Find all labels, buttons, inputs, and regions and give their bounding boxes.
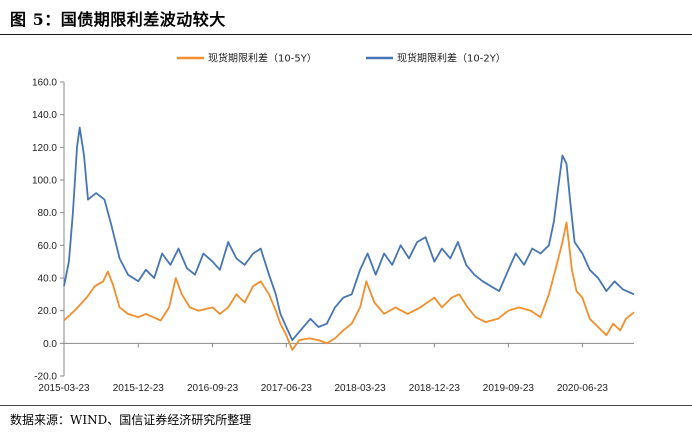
y-tick-label: 40.0	[38, 274, 58, 285]
x-tick-label: 2018-12-23	[409, 383, 461, 394]
x-tick-label: 2017-06-23	[261, 383, 313, 394]
x-tick-label: 2015-03-23	[38, 383, 90, 394]
series-line-10-5y	[63, 221, 635, 351]
source-divider	[0, 405, 692, 406]
x-tick-label: 2020-06-23	[557, 383, 609, 394]
y-tick-label: 160.0	[32, 78, 57, 89]
x-tick-label: 2019-09-23	[483, 383, 535, 394]
y-tick-label: -20.0	[34, 372, 57, 383]
line-chart: 现货期限利差（10-5Y） 现货期限利差（10-2Y） -20.0 0.0 20.0…	[32, 52, 635, 394]
axes: -20.0 0.0 20.0 40.0 60.0 80.0 100.0 120.0 140.0 1…	[32, 78, 634, 394]
x-tick-label: 2016-09-23	[187, 383, 239, 394]
series-line-10-2y	[63, 126, 635, 342]
legend-label-10-2y: 现货期限利差（10-2Y）	[397, 52, 506, 65]
y-tick-label: 100.0	[32, 176, 57, 187]
x-tick-label: 2015-12-23	[113, 383, 165, 394]
source-note: 数据来源：WIND、国信证券经济研究所整理	[10, 413, 252, 427]
y-tick-label: 140.0	[32, 110, 57, 121]
y-tick-label: 20.0	[38, 306, 58, 317]
series-group	[63, 126, 635, 351]
y-tick-label: 120.0	[32, 143, 57, 154]
legend-label-10-5y: 现货期限利差（10-5Y）	[208, 52, 317, 65]
figure-title: 图 5：国债期限利差波动较大	[10, 10, 226, 29]
x-tick-label: 2018-03-23	[334, 383, 386, 394]
y-tick-label: 60.0	[38, 241, 58, 252]
title-divider	[0, 34, 692, 35]
y-tick-label: 0.0	[43, 339, 57, 350]
legend: 现货期限利差（10-5Y） 现货期限利差（10-2Y）	[177, 52, 506, 65]
y-tick-label: 80.0	[38, 208, 58, 219]
